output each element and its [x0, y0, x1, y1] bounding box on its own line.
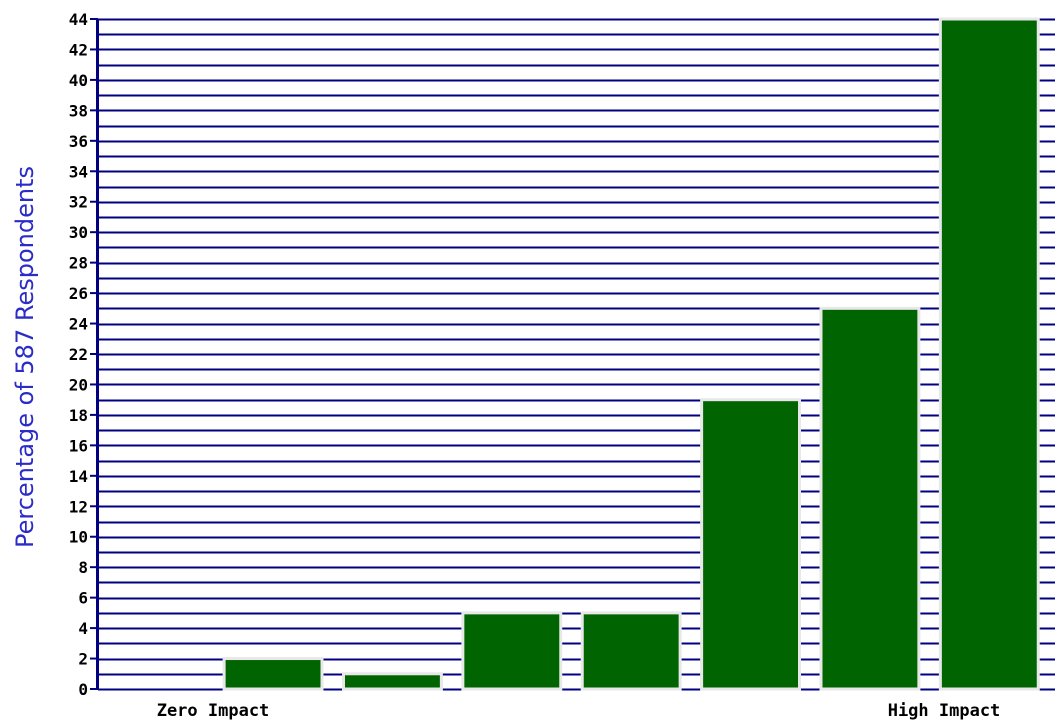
- bar: 4: 5: [461, 611, 563, 691]
- y-tick-label: 28: [69, 254, 88, 273]
- y-tick-label: 42: [69, 40, 88, 59]
- x-label-zero-impact: Zero Impact: [157, 701, 270, 721]
- bar: 5: 5: [580, 611, 682, 691]
- x-end-labels: Zero Impact High Impact: [157, 701, 1001, 721]
- bars: 2: 2 3: 1 4: 55: 56: 197: 258: 44: [222, 17, 1040, 691]
- y-tick-label: 12: [69, 497, 88, 516]
- y-tick-label: 18: [69, 406, 88, 425]
- y-tick-label: 14: [69, 467, 88, 486]
- y-tick-label: 2: [78, 650, 88, 669]
- y-tick-label: 0: [78, 680, 88, 699]
- y-tick-label: 36: [69, 132, 88, 151]
- y-tick-label: 24: [69, 315, 88, 334]
- y-tick-label: 22: [69, 345, 88, 364]
- axes: [90, 18, 99, 690]
- y-tick-label: 30: [69, 223, 88, 242]
- y-tick-labels: 0246810121416182022242628303234363840424…: [69, 10, 88, 699]
- y-tick-label: 32: [69, 193, 88, 212]
- y-tick-label: 20: [69, 375, 88, 394]
- bar: 3: 1: [341, 672, 443, 691]
- y-tick-label: 34: [69, 162, 88, 181]
- y-tick-label: 6: [78, 589, 88, 608]
- y-tick-label: 4: [78, 619, 88, 638]
- y-tick-label: 38: [69, 101, 88, 120]
- x-label-high-impact: High Impact: [888, 701, 1001, 721]
- y-tick-label: 26: [69, 284, 88, 303]
- y-tick-label: 40: [69, 71, 88, 90]
- bar: 8: 44: [938, 17, 1040, 691]
- bar: 7: 25: [819, 306, 921, 691]
- y-tick-label: 16: [69, 436, 88, 455]
- bar: 6: 19: [700, 398, 802, 691]
- y-tick-label: 44: [69, 10, 88, 29]
- y-tick-label: 8: [78, 558, 88, 577]
- bar: 2: 2: [222, 657, 324, 691]
- y-tick-label: 10: [69, 528, 88, 547]
- y-axis-title: Percentage of 587 Respondents: [11, 166, 39, 548]
